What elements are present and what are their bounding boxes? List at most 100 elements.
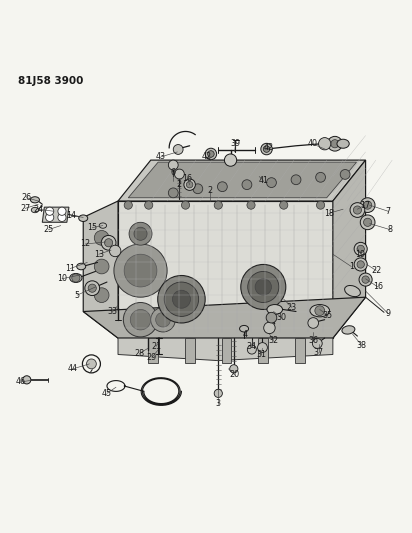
Text: 20: 20: [229, 370, 240, 379]
Circle shape: [169, 160, 178, 170]
Circle shape: [181, 201, 190, 209]
Circle shape: [340, 169, 350, 179]
Text: 18: 18: [324, 209, 334, 218]
Circle shape: [129, 222, 152, 245]
Ellipse shape: [342, 326, 355, 334]
Ellipse shape: [239, 326, 248, 332]
Circle shape: [354, 243, 367, 255]
Text: 23: 23: [287, 303, 297, 312]
Text: 2: 2: [208, 187, 213, 195]
Circle shape: [218, 182, 227, 191]
Circle shape: [357, 261, 364, 268]
Text: 45: 45: [102, 389, 112, 398]
Circle shape: [214, 201, 222, 209]
Ellipse shape: [344, 286, 360, 297]
Circle shape: [94, 288, 109, 303]
Circle shape: [173, 290, 190, 308]
Circle shape: [353, 206, 361, 214]
Polygon shape: [128, 162, 357, 198]
Text: 16: 16: [183, 174, 192, 183]
Text: 30: 30: [277, 313, 287, 322]
Circle shape: [363, 218, 372, 227]
FancyBboxPatch shape: [222, 338, 232, 362]
Text: 35: 35: [323, 311, 333, 320]
Circle shape: [193, 184, 203, 193]
Circle shape: [205, 148, 217, 160]
Text: 44: 44: [68, 365, 78, 373]
Circle shape: [360, 215, 375, 230]
Circle shape: [247, 345, 256, 354]
Circle shape: [316, 201, 325, 209]
Polygon shape: [118, 338, 333, 361]
Text: 3: 3: [216, 399, 221, 408]
Text: 1: 1: [349, 262, 354, 271]
Circle shape: [261, 143, 272, 155]
Circle shape: [124, 254, 157, 287]
Ellipse shape: [70, 273, 82, 282]
FancyBboxPatch shape: [185, 338, 194, 362]
Text: 8: 8: [388, 225, 393, 234]
Text: 27: 27: [20, 204, 30, 213]
Circle shape: [264, 322, 275, 334]
Circle shape: [363, 201, 372, 209]
Text: 42: 42: [202, 152, 212, 161]
Circle shape: [124, 201, 132, 209]
Circle shape: [123, 303, 158, 337]
Circle shape: [255, 279, 272, 295]
Circle shape: [105, 239, 113, 247]
FancyBboxPatch shape: [295, 338, 305, 362]
Circle shape: [114, 244, 167, 297]
Text: 36: 36: [308, 336, 318, 345]
Circle shape: [46, 207, 54, 215]
Ellipse shape: [30, 197, 40, 203]
Circle shape: [158, 276, 205, 323]
FancyBboxPatch shape: [258, 338, 268, 362]
Circle shape: [312, 338, 322, 349]
Ellipse shape: [267, 304, 283, 314]
Text: 32: 32: [269, 336, 279, 345]
Circle shape: [169, 188, 178, 198]
Circle shape: [186, 181, 193, 188]
Circle shape: [315, 306, 325, 316]
Circle shape: [247, 201, 255, 209]
Circle shape: [308, 318, 318, 328]
Circle shape: [362, 276, 369, 283]
Ellipse shape: [31, 207, 39, 213]
Circle shape: [230, 365, 238, 373]
Text: 16: 16: [373, 282, 383, 292]
Ellipse shape: [77, 263, 86, 270]
Circle shape: [354, 258, 367, 271]
Circle shape: [46, 213, 54, 222]
Circle shape: [101, 236, 116, 250]
Circle shape: [318, 138, 331, 150]
Text: 29: 29: [147, 353, 157, 362]
Ellipse shape: [99, 223, 107, 228]
Text: 42: 42: [263, 143, 273, 152]
Circle shape: [214, 389, 222, 398]
Text: 39: 39: [230, 139, 241, 148]
Text: 31: 31: [256, 350, 266, 359]
Text: 12: 12: [80, 239, 90, 248]
Text: 19: 19: [356, 250, 366, 259]
Text: 41: 41: [258, 176, 268, 185]
Circle shape: [151, 308, 176, 332]
Circle shape: [357, 245, 364, 253]
Text: 17: 17: [360, 200, 370, 209]
Circle shape: [72, 274, 80, 282]
Circle shape: [331, 140, 339, 148]
Circle shape: [58, 207, 66, 215]
Text: 10: 10: [57, 274, 67, 283]
FancyBboxPatch shape: [148, 338, 158, 362]
Circle shape: [94, 259, 109, 274]
Circle shape: [87, 359, 96, 369]
Text: 28: 28: [135, 349, 145, 358]
Circle shape: [110, 245, 121, 257]
Text: 6: 6: [171, 168, 176, 177]
Circle shape: [175, 169, 184, 179]
Circle shape: [58, 213, 66, 222]
Polygon shape: [83, 201, 118, 338]
Circle shape: [23, 376, 31, 384]
Circle shape: [328, 136, 342, 151]
Circle shape: [208, 151, 214, 157]
Circle shape: [360, 198, 375, 213]
